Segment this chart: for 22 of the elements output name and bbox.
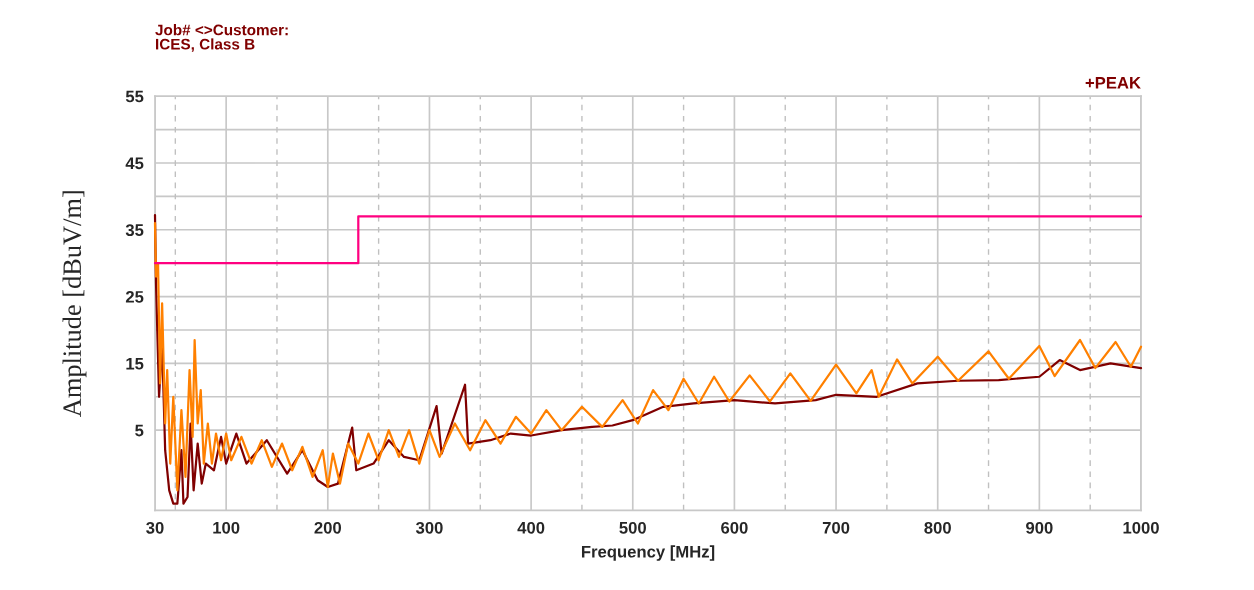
text: +PEAK <box>1085 77 1141 89</box>
x-axis-title: Frequency [MHz] <box>581 545 715 561</box>
y-tick-label: 35 <box>125 224 144 236</box>
x-tick-label: 800 <box>924 521 951 534</box>
x-tick-label: 300 <box>415 521 443 534</box>
y-tick-label: 55 <box>125 90 144 103</box>
x-tick-label: 900 <box>1026 521 1053 534</box>
x-tick-label: 500 <box>619 521 646 534</box>
x-tick-label: 400 <box>517 521 545 534</box>
y-tick-label: 15 <box>126 357 144 370</box>
y-axis-title: Amplitude [dBuV/m] <box>62 191 87 417</box>
x-tick-label: 1000 <box>1123 521 1159 534</box>
x-tick-label: 100 <box>213 521 240 534</box>
y-tick-label: 25 <box>125 290 144 303</box>
x-tick-label: 700 <box>822 521 850 534</box>
y-tick-label: 45 <box>125 157 144 170</box>
chart-subtitle: ICES, Class B <box>156 38 255 52</box>
y-tick-label: 5 <box>135 424 144 437</box>
x-tick-label: 200 <box>314 521 342 534</box>
x-tick-label: 30 <box>146 521 164 534</box>
chart-title: Job# <>Customer: <box>155 24 288 36</box>
x-tick-label: 600 <box>721 521 748 534</box>
